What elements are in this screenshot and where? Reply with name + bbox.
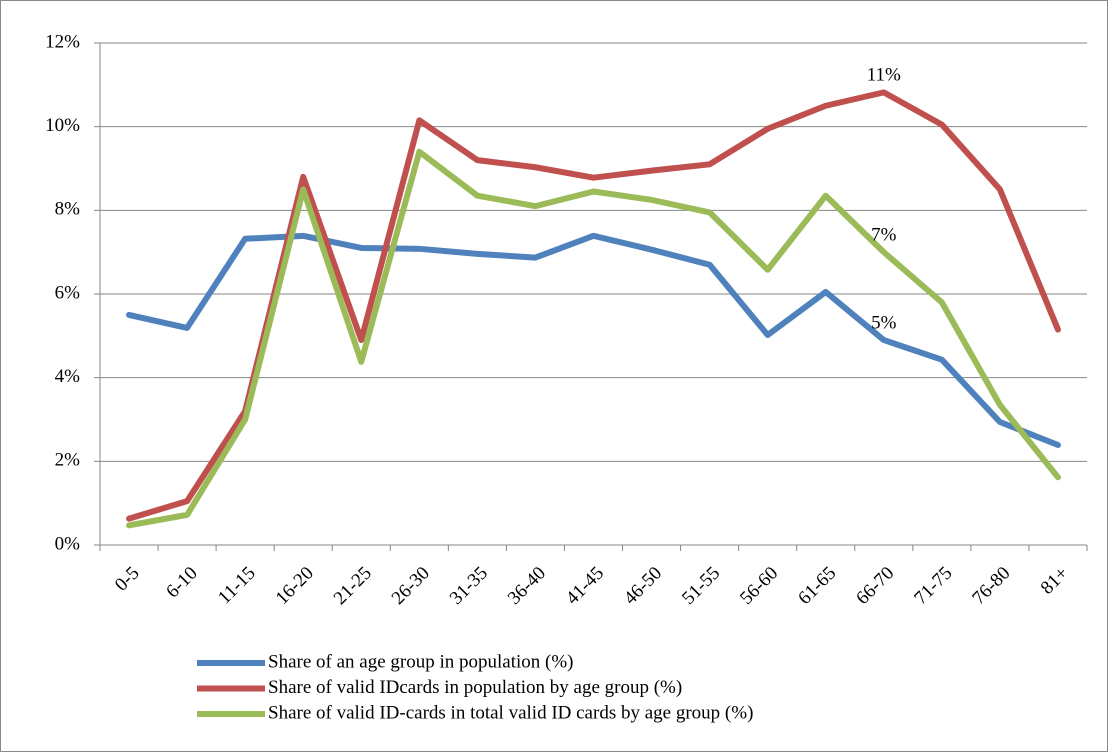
- legend-label: Share of an age group in population (%): [268, 651, 574, 672]
- y-tick-label: 4%: [55, 366, 81, 387]
- lines: [126, 89, 1061, 529]
- grid: [100, 42, 1087, 546]
- series-line: [126, 232, 1061, 449]
- y-tick-label: 8%: [55, 199, 81, 220]
- data-label: 7%: [871, 225, 897, 246]
- labels: 5% 11% 7%: [867, 65, 901, 334]
- data-label: 11%: [867, 65, 901, 86]
- y-tick-label: 12%: [45, 31, 80, 52]
- y-tick-label: 6%: [55, 282, 81, 303]
- series-line: [126, 148, 1061, 529]
- y-tick-label: 0%: [55, 533, 81, 554]
- data-label: 5%: [871, 312, 897, 333]
- legend: Share of an age group in population (%) S…: [197, 651, 753, 723]
- y-tick-label: 10%: [45, 115, 80, 136]
- y-tick-label: 2%: [55, 450, 81, 471]
- legend-label: Share of valid IDcards in population by …: [268, 677, 682, 698]
- legend-label: Share of valid ID-cards in total valid I…: [268, 702, 753, 723]
